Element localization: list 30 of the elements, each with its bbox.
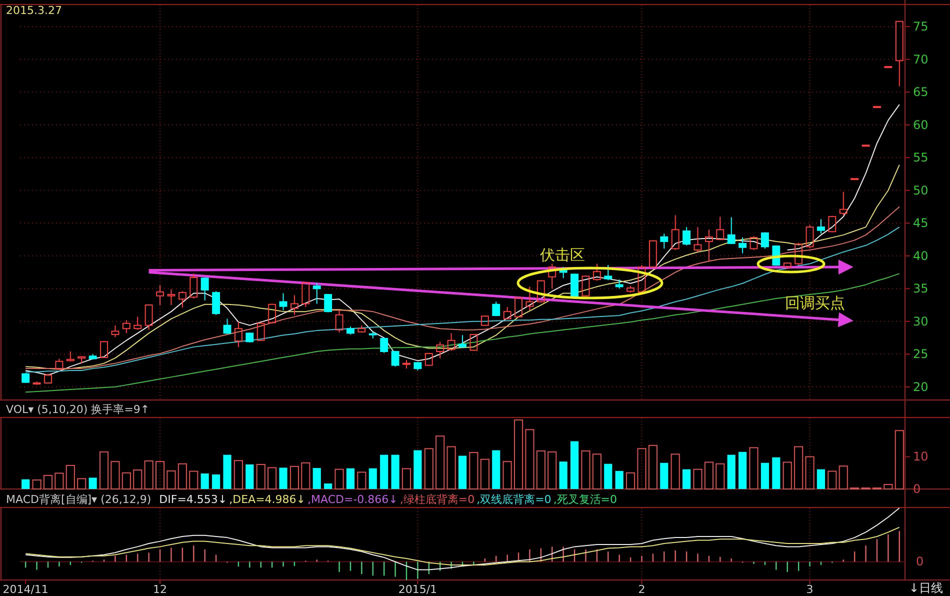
y-tick-label: 55: [913, 150, 928, 165]
text: ,双线底背离=0: [476, 493, 552, 506]
annotation: 伏击区: [540, 246, 585, 264]
text: ,MACD=-0.866↓: [308, 493, 398, 506]
annotation: 回调买点: [785, 294, 845, 312]
text: DIF=4.553↓: [159, 493, 228, 506]
y-tick-label: 60: [913, 118, 928, 132]
y-tick-label: 45: [913, 216, 928, 230]
x-tick-label: 2015/1: [398, 583, 438, 596]
x-tick-label: 2014/11: [2, 583, 48, 596]
y-tick-label: 65: [913, 85, 928, 100]
y-tick-label: 10: [913, 450, 928, 464]
y-tick-label: 40: [913, 248, 928, 263]
chart-title: MACD背离[自编]▾ (26,12,9): [6, 493, 152, 506]
y-tick-label: 20: [913, 380, 928, 394]
y-tick-label: 25: [913, 347, 928, 362]
x-tick-label: 2: [638, 583, 646, 596]
y-tick-label: 35: [913, 282, 928, 296]
y-tick-label: 70: [913, 52, 928, 66]
text: ,DEA=4.986↓: [229, 493, 306, 506]
text: ,死叉复活=0: [553, 493, 618, 506]
chart-subtitle: 2015.3.27: [6, 4, 62, 17]
y-tick-label: 30: [913, 314, 928, 328]
x-tick-label: 12: [153, 583, 168, 596]
text: ,绿柱底背离=0: [400, 493, 475, 506]
x-tick-label: 3: [806, 583, 814, 596]
chart-title: VOL▾ (5,10,20) 换手率=9↑: [6, 403, 150, 416]
y-tick-label: 75: [913, 20, 928, 34]
y-tick-label: 50: [913, 183, 928, 198]
text: ↓日线: [909, 581, 944, 595]
